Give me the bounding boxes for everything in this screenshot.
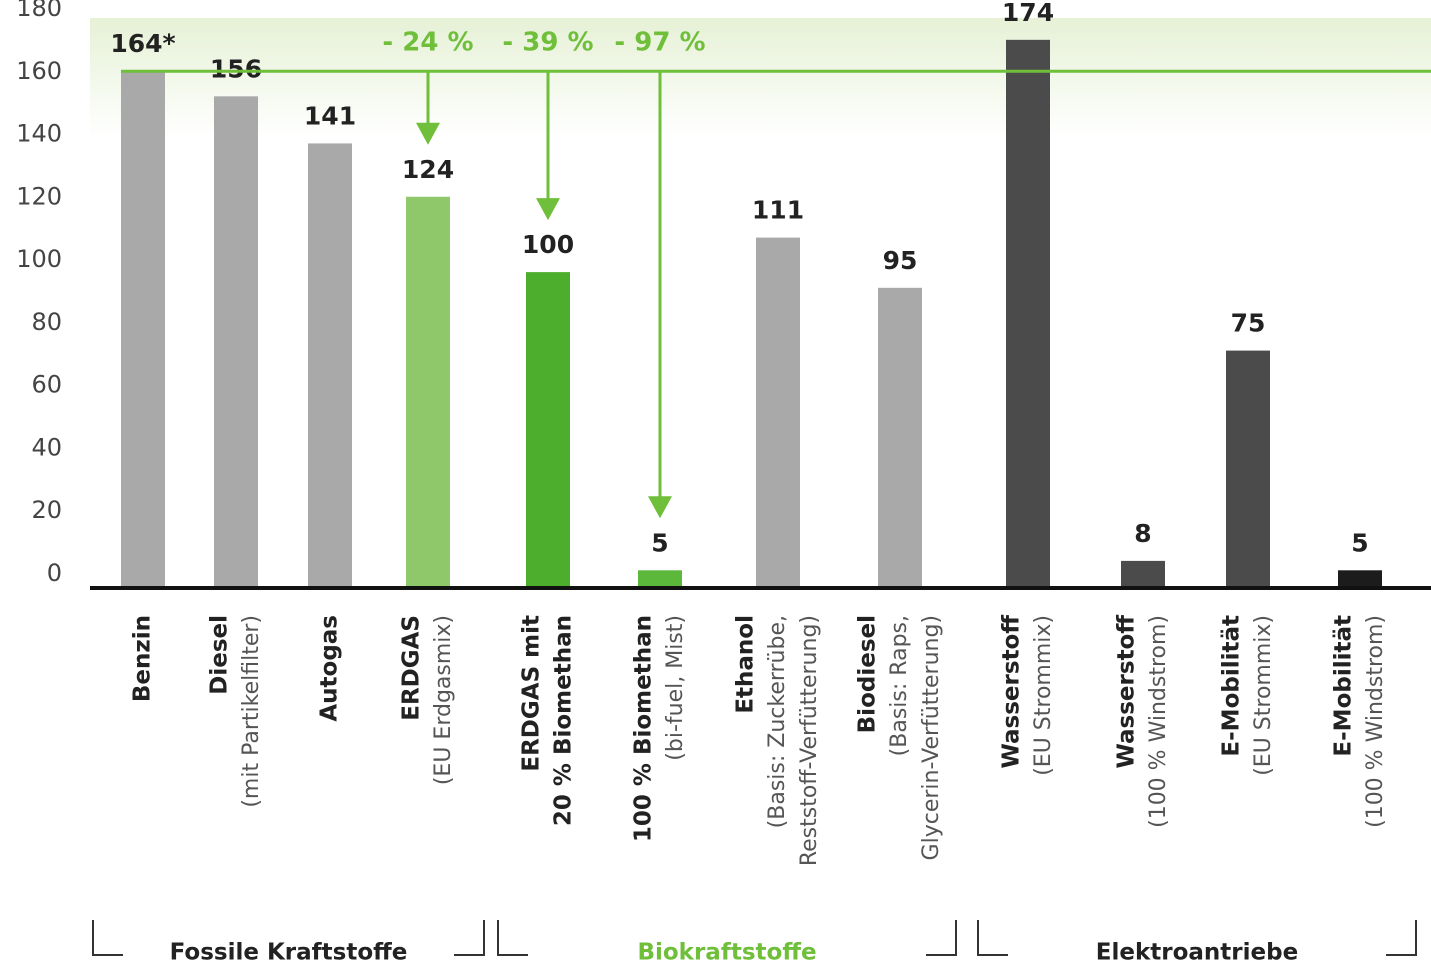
y-tick-label: 60 bbox=[31, 371, 62, 399]
x-tick-label: (Basis: Raps, bbox=[887, 615, 912, 756]
annotation: - 24 % bbox=[382, 28, 473, 58]
x-tick-label: Ethanol bbox=[733, 615, 759, 714]
x-tick-label: (EU Erdgasmix) bbox=[431, 615, 456, 785]
bar bbox=[1121, 560, 1165, 586]
group-bracket bbox=[977, 920, 1417, 956]
x-tick-label: 100 % Biomethan bbox=[631, 615, 657, 842]
y-tick-label: 40 bbox=[31, 433, 62, 461]
x-tick-label: (100 % Windstrom) bbox=[1146, 615, 1171, 828]
annotation: - 97 % bbox=[614, 28, 705, 58]
bar bbox=[1338, 570, 1382, 586]
x-tick-label: (bi-fuel, Mist) bbox=[663, 615, 688, 761]
bar bbox=[526, 272, 570, 586]
bar bbox=[1226, 350, 1270, 586]
y-tick-label: 100 bbox=[16, 245, 62, 273]
x-tick-label: Wasserstoff bbox=[1114, 615, 1140, 769]
y-tick-label: 140 bbox=[16, 120, 62, 148]
x-tick-label: 20 % Biomethan bbox=[551, 615, 577, 826]
x-tick-label: ERDGAS mit bbox=[519, 615, 545, 772]
y-tick-label: 180 bbox=[16, 0, 62, 22]
value-label: 124 bbox=[402, 155, 454, 184]
x-tick-label: Reststoff-Verfütterung) bbox=[797, 615, 822, 866]
x-tick-label: Biodiesel bbox=[855, 615, 881, 733]
bar bbox=[878, 287, 922, 586]
value-label: 75 bbox=[1231, 309, 1266, 338]
value-label: 95 bbox=[883, 246, 918, 275]
arrow-head bbox=[416, 122, 440, 145]
y-tick-label: 160 bbox=[16, 57, 62, 85]
bar bbox=[308, 143, 352, 586]
x-tick-label: E-Mobilität bbox=[1219, 615, 1245, 757]
bar bbox=[406, 196, 450, 586]
value-label: 164* bbox=[110, 29, 175, 58]
y-tick-label: 20 bbox=[31, 496, 62, 524]
bar bbox=[638, 570, 682, 586]
value-label: 156 bbox=[210, 54, 262, 83]
x-tick-label: Diesel bbox=[207, 615, 233, 695]
arrow-head bbox=[648, 496, 672, 519]
y-tick-label: 120 bbox=[16, 182, 62, 210]
group-bracket bbox=[497, 920, 957, 956]
x-tick-label: Autogas bbox=[317, 615, 343, 722]
group-label: Elektroantriebe bbox=[1096, 940, 1298, 966]
x-tick-label: Benzin bbox=[130, 615, 156, 702]
value-label: 141 bbox=[304, 101, 356, 130]
background-band bbox=[90, 18, 1431, 138]
bar bbox=[121, 71, 165, 586]
bar bbox=[214, 96, 258, 586]
group-label: Fossile Kraftstoffe bbox=[170, 940, 408, 966]
y-tick-label: 80 bbox=[31, 308, 62, 336]
value-label: 5 bbox=[651, 528, 668, 557]
arrow-head bbox=[536, 198, 560, 221]
x-tick-label: ERDGAS bbox=[399, 615, 425, 721]
group-bracket bbox=[92, 920, 485, 956]
x-tick-label: Wasserstoff bbox=[999, 615, 1025, 769]
value-label: 111 bbox=[752, 196, 804, 225]
value-label: 8 bbox=[1134, 519, 1151, 548]
x-tick-label: Glycerin-Verfütterung) bbox=[919, 615, 944, 860]
value-label: 100 bbox=[522, 230, 574, 259]
x-tick-label: (Basis: Zuckerrübe, bbox=[765, 615, 790, 828]
value-label: 174 bbox=[1002, 0, 1054, 27]
y-tick-label: 0 bbox=[47, 559, 62, 587]
value-label: 5 bbox=[1351, 528, 1368, 557]
x-tick-label: (EU Strommix) bbox=[1031, 615, 1056, 776]
x-tick-label: E-Mobilität bbox=[1331, 615, 1357, 757]
x-tick-label: (EU Strommix) bbox=[1251, 615, 1276, 776]
group-label: Biokraftstoffe bbox=[637, 940, 816, 966]
annotation: - 39 % bbox=[502, 28, 593, 58]
x-tick-label: (100 % Windstrom) bbox=[1363, 615, 1388, 828]
x-tick-label: (mit Partikelfilter) bbox=[239, 615, 264, 808]
bar bbox=[1006, 39, 1050, 587]
bar bbox=[756, 237, 800, 587]
